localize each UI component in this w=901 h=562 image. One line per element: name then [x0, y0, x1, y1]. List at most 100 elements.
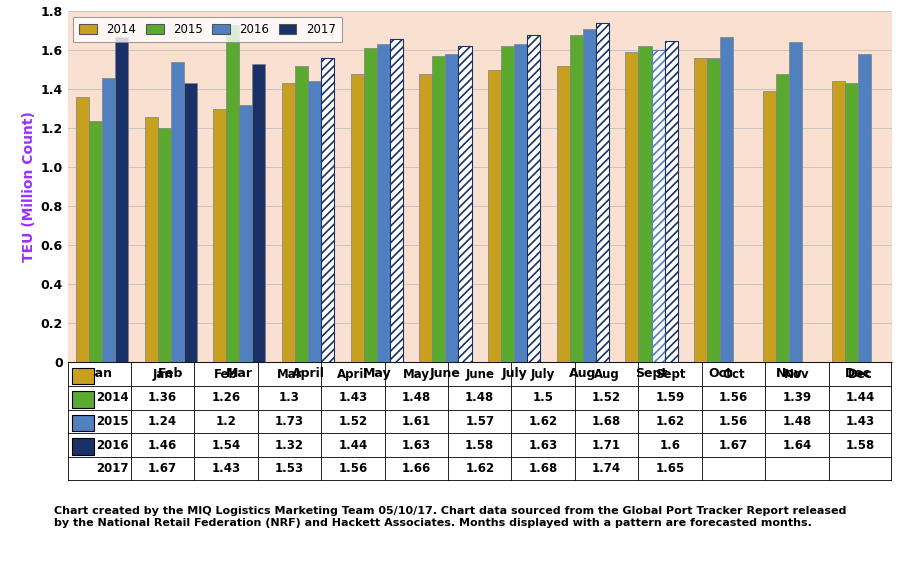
Text: 1.36: 1.36	[148, 391, 177, 405]
Bar	[501, 47, 514, 362]
Text: 1.48: 1.48	[782, 415, 812, 428]
Text: June: June	[465, 368, 495, 381]
Text: 1.65: 1.65	[655, 462, 685, 475]
Bar	[625, 52, 639, 362]
Bar	[432, 56, 445, 362]
Text: 1.43: 1.43	[846, 415, 875, 428]
Bar	[596, 23, 609, 362]
Bar	[214, 109, 226, 362]
Y-axis label: TEU (Million Count): TEU (Million Count)	[23, 111, 36, 262]
Text: 1.63: 1.63	[402, 438, 431, 452]
Text: 1.59: 1.59	[655, 391, 685, 405]
Bar	[844, 83, 858, 362]
Bar	[102, 78, 115, 362]
Bar	[832, 81, 844, 362]
Bar	[419, 74, 432, 362]
Text: 2015: 2015	[96, 415, 129, 428]
Bar	[527, 35, 541, 362]
Bar	[158, 128, 170, 362]
Text: 1.57: 1.57	[465, 415, 495, 428]
Bar	[76, 97, 89, 362]
Bar	[763, 91, 776, 362]
Text: 1.39: 1.39	[782, 391, 812, 405]
Text: 1.5: 1.5	[532, 391, 554, 405]
Text: April: April	[337, 368, 369, 381]
Text: 1.54: 1.54	[212, 438, 241, 452]
Text: 1.26: 1.26	[212, 391, 241, 405]
Bar	[488, 70, 501, 362]
Text: 1.32: 1.32	[275, 438, 304, 452]
Bar	[89, 120, 102, 362]
Text: 1.48: 1.48	[465, 391, 495, 405]
Legend: 2014, 2015, 2016, 2017: 2014, 2015, 2016, 2017	[74, 17, 341, 42]
Bar	[557, 66, 569, 362]
Bar	[377, 44, 390, 362]
Bar	[170, 62, 184, 362]
Text: 1.62: 1.62	[655, 415, 685, 428]
Bar	[639, 47, 651, 362]
Text: 2017: 2017	[96, 462, 129, 475]
Bar	[364, 48, 377, 362]
Text: Nov: Nov	[784, 368, 810, 381]
Text: 1.53: 1.53	[275, 462, 305, 475]
Text: 1.58: 1.58	[846, 438, 875, 452]
Text: Oct: Oct	[722, 368, 745, 381]
Text: 1.62: 1.62	[465, 462, 495, 475]
Bar	[72, 368, 94, 384]
Bar	[776, 74, 789, 362]
Bar	[665, 40, 678, 362]
Text: 1.6: 1.6	[660, 438, 680, 452]
Text: 1.3: 1.3	[279, 391, 300, 405]
Text: 1.73: 1.73	[275, 415, 304, 428]
Bar	[115, 37, 128, 362]
Text: 1.71: 1.71	[592, 438, 621, 452]
Bar	[252, 64, 266, 362]
Text: Mar: Mar	[277, 368, 303, 381]
Text: 1.63: 1.63	[529, 438, 558, 452]
Bar	[184, 83, 196, 362]
Bar	[144, 117, 158, 362]
Bar	[321, 58, 334, 362]
Text: 1.2: 1.2	[215, 415, 237, 428]
Bar	[858, 54, 870, 362]
Bar	[789, 43, 802, 362]
Text: 1.67: 1.67	[148, 462, 177, 475]
Bar	[569, 35, 583, 362]
Text: Sept: Sept	[655, 368, 686, 381]
Text: 1.43: 1.43	[212, 462, 241, 475]
Bar	[72, 415, 94, 432]
Bar	[72, 438, 94, 455]
Text: 1.64: 1.64	[782, 438, 812, 452]
Text: 2014: 2014	[96, 391, 129, 405]
Bar	[240, 105, 252, 362]
Bar	[583, 29, 596, 362]
Text: 1.68: 1.68	[529, 462, 558, 475]
Text: 1.43: 1.43	[339, 391, 368, 405]
Text: Chart created by the MIQ Logistics Marketing Team 05/10/17. Chart data sourced f: Chart created by the MIQ Logistics Marke…	[54, 506, 847, 528]
Text: 1.44: 1.44	[338, 438, 368, 452]
Text: 1.66: 1.66	[402, 462, 431, 475]
Text: 1.56: 1.56	[719, 415, 748, 428]
Text: Feb: Feb	[214, 368, 238, 381]
Text: 1.52: 1.52	[592, 391, 621, 405]
Bar	[226, 25, 240, 362]
Text: 1.74: 1.74	[592, 462, 621, 475]
Bar	[694, 58, 707, 362]
Text: May: May	[403, 368, 430, 381]
Text: 1.67: 1.67	[719, 438, 748, 452]
Text: 1.68: 1.68	[592, 415, 622, 428]
Bar	[514, 44, 527, 362]
Bar	[651, 50, 665, 362]
Bar	[390, 39, 403, 362]
Text: 1.62: 1.62	[529, 415, 558, 428]
Text: Aug: Aug	[594, 368, 620, 381]
Bar	[295, 66, 308, 362]
Text: 1.44: 1.44	[846, 391, 875, 405]
Text: 2016: 2016	[96, 438, 129, 452]
Text: 1.56: 1.56	[338, 462, 368, 475]
Text: 1.61: 1.61	[402, 415, 431, 428]
Bar	[308, 81, 321, 362]
Text: 1.48: 1.48	[402, 391, 431, 405]
Text: 1.58: 1.58	[465, 438, 495, 452]
Bar	[72, 391, 94, 408]
